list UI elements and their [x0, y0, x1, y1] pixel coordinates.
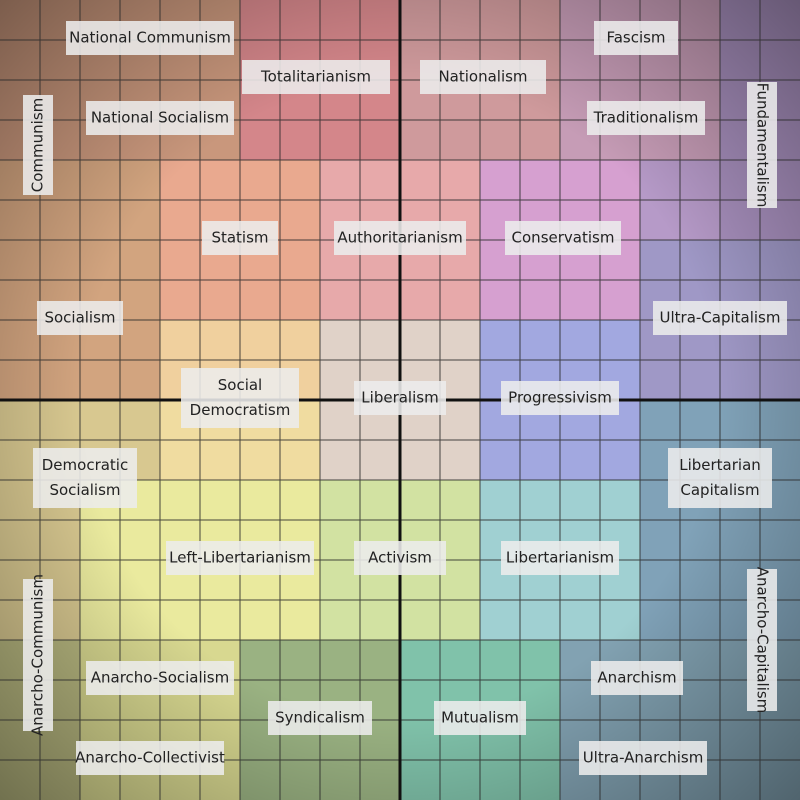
label-box [33, 448, 137, 508]
label-box [501, 381, 619, 415]
label-text: Statism [211, 229, 268, 247]
label-text: Left-Libertarianism [169, 549, 311, 567]
label-text: Democratism [190, 401, 291, 419]
label-box [434, 701, 526, 735]
label: Ultra-Anarchism [579, 741, 707, 775]
label-box [268, 701, 372, 735]
label-text: Communism [29, 98, 47, 192]
label: National Communism [66, 21, 234, 55]
label: Mutualism [434, 701, 526, 735]
label-text: Anarchism [597, 669, 676, 687]
label-box [23, 579, 53, 731]
label: Left-Libertarianism [166, 541, 314, 575]
label-box [420, 60, 546, 94]
label-text: Ultra-Capitalism [660, 309, 781, 327]
label: Anarcho-Capitalism [747, 567, 777, 714]
label-box [37, 301, 123, 335]
label-box [653, 301, 787, 335]
label-box [501, 541, 619, 575]
label-text: National Socialism [91, 109, 229, 127]
label: Democratic Socialism [33, 448, 137, 508]
labels: National Communism Totalitarianism Nationa… [23, 21, 787, 775]
label: National Socialism [86, 101, 234, 135]
label: Statism [202, 221, 278, 255]
label-text: Totalitarianism [260, 68, 371, 86]
label: Communism [23, 95, 53, 195]
label: Libertarianism [501, 541, 619, 575]
label: Authoritarianism [334, 221, 466, 255]
label-text: Liberalism [361, 389, 438, 407]
label: Anarchism [591, 661, 683, 695]
label-text: Fascism [606, 29, 665, 47]
label-text: Activism [368, 549, 432, 567]
label-text: Mutualism [441, 709, 519, 727]
label-text: Anarcho-Collectivist [75, 749, 225, 767]
label-box [334, 221, 466, 255]
label-box [76, 741, 224, 775]
label-text: Ultra-Anarchism [583, 749, 704, 767]
label: Anarcho-Communism [23, 574, 53, 736]
label-box [166, 541, 314, 575]
label: Traditionalism [587, 101, 705, 135]
label: Liberalism [354, 381, 446, 415]
label-text: Syndicalism [275, 709, 365, 727]
label: Syndicalism [268, 701, 372, 735]
label-text: Democratic [42, 456, 128, 474]
label-box [86, 101, 234, 135]
label-box [354, 541, 446, 575]
label-text: Socialism [49, 481, 120, 499]
label: Fundamentalism [747, 82, 777, 208]
label-box [747, 569, 777, 711]
label-box [579, 741, 707, 775]
label: Anarcho-Socialism [86, 661, 234, 695]
label: Totalitarianism [242, 60, 390, 94]
label-box [587, 101, 705, 135]
label-box [591, 661, 683, 695]
label-box [354, 381, 446, 415]
label: Conservatism [505, 221, 621, 255]
label-text: Libertarian [679, 456, 761, 474]
label-text: Anarcho-Socialism [91, 669, 230, 687]
label: Anarcho-Collectivist [75, 741, 225, 775]
label-box [668, 448, 772, 508]
label-box [747, 82, 777, 208]
label-text: Social [218, 376, 262, 394]
label-text: Capitalism [680, 481, 759, 499]
label-text: Socialism [44, 309, 115, 327]
label-text: Anarcho-Capitalism [754, 567, 772, 714]
label: Nationalism [420, 60, 546, 94]
label-box [505, 221, 621, 255]
label-box [202, 221, 278, 255]
label: Activism [354, 541, 446, 575]
label: Social Democratism [181, 368, 299, 428]
label-box [242, 60, 390, 94]
label-text: Anarcho-Communism [29, 574, 47, 736]
label-text: National Communism [69, 29, 231, 47]
label-text: Conservatism [512, 229, 615, 247]
label-text: Nationalism [438, 68, 527, 86]
label-box [23, 95, 53, 195]
label-text: Authoritarianism [337, 229, 462, 247]
label: Progressivism [501, 381, 619, 415]
label-text: Fundamentalism [754, 83, 772, 208]
label-text: Libertarianism [506, 549, 614, 567]
label-box [66, 21, 234, 55]
label-box [86, 661, 234, 695]
label-box [181, 368, 299, 428]
label: Socialism [37, 301, 123, 335]
label: Fascism [594, 21, 678, 55]
label-text: Progressivism [508, 389, 612, 407]
label: Ultra-Capitalism [653, 301, 787, 335]
label-text: Traditionalism [593, 109, 699, 127]
label-box [594, 21, 678, 55]
label: Libertarian Capitalism [668, 448, 772, 508]
